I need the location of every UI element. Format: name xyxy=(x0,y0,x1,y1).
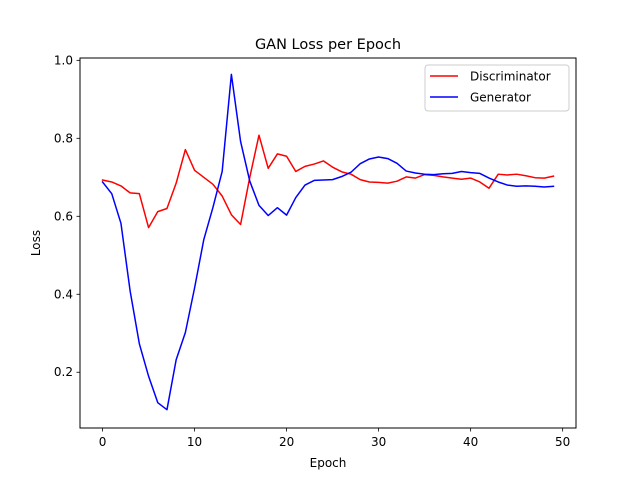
y-tick-label: 1.0 xyxy=(54,53,73,67)
x-tick-label: 30 xyxy=(371,435,386,449)
series-line-1 xyxy=(101,73,555,411)
y-tick-label: 0.6 xyxy=(54,209,73,223)
y-tick-label: 0.4 xyxy=(54,287,73,301)
legend: Discriminator Generator xyxy=(424,64,570,112)
x-axis-label: Epoch xyxy=(310,456,347,470)
y-axis-ticks: 0.2 0.4 0.6 0.8 1.0 xyxy=(54,53,80,379)
series-layer xyxy=(101,73,555,411)
x-tick-label: 20 xyxy=(279,435,294,449)
legend-label-0: Discriminator xyxy=(470,70,551,84)
legend-label-1: Generator xyxy=(470,91,531,105)
x-tick-label: 0 xyxy=(99,435,107,449)
y-axis-label: Loss xyxy=(29,230,43,256)
x-tick-label: 50 xyxy=(555,435,570,449)
x-tick-label: 40 xyxy=(463,435,478,449)
plot-frame xyxy=(79,57,577,429)
y-tick-label: 0.8 xyxy=(54,131,73,145)
legend-items: Discriminator Generator xyxy=(430,70,551,105)
x-axis-ticks: 0 10 20 30 40 50 xyxy=(99,428,570,449)
chart-title: GAN Loss per Epoch xyxy=(255,37,401,53)
x-tick-label: 10 xyxy=(187,435,202,449)
series-line-0 xyxy=(101,134,555,229)
y-tick-label: 0.2 xyxy=(54,365,73,379)
legend-box xyxy=(424,64,570,112)
